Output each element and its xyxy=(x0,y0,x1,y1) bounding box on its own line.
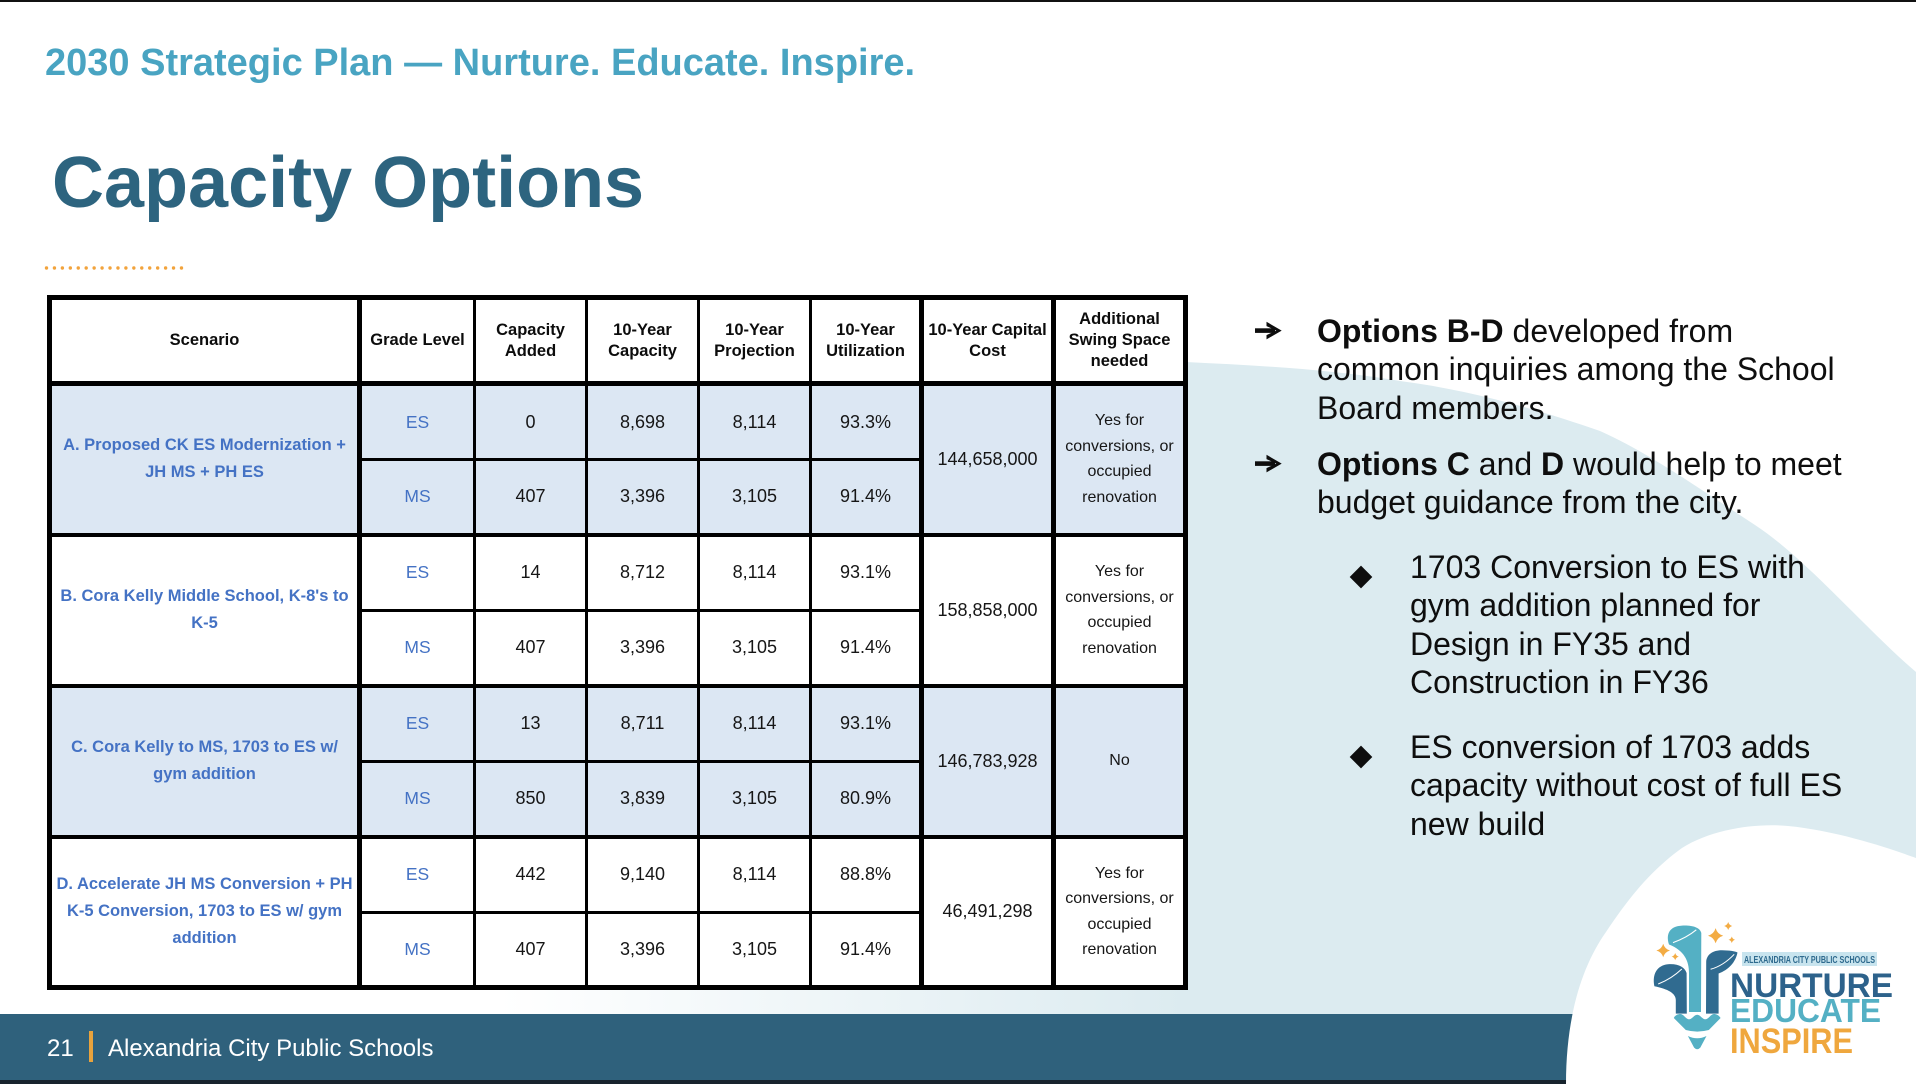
svg-text:EDUCATE: EDUCATE xyxy=(1730,992,1881,1029)
svg-text:NURTURE: NURTURE xyxy=(1730,967,1893,1005)
svg-text:ALEXANDRIA CITY PUBLIC SCHOOLS: ALEXANDRIA CITY PUBLIC SCHOOLS xyxy=(1744,954,1875,966)
svg-text:INSPIRE: INSPIRE xyxy=(1730,1022,1853,1060)
